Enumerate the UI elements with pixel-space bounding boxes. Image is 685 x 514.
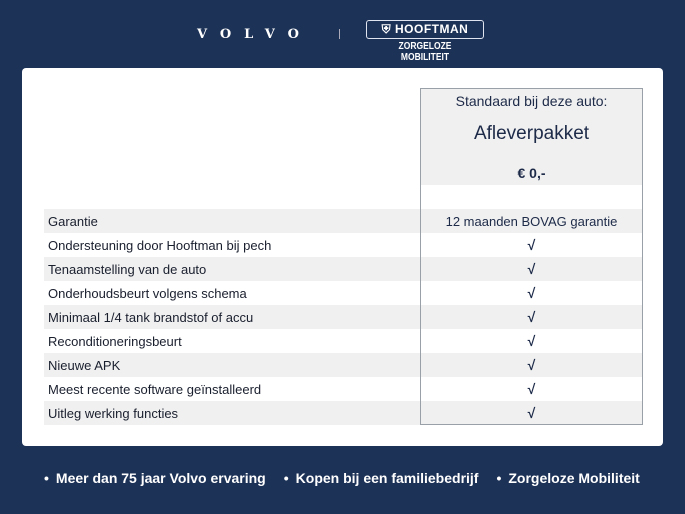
usp-item: • Kopen bij een familiebedrijf [284,470,479,486]
checkmark-icon: √ [527,357,536,373]
package-card: Standaard bij deze auto: Afleverpakket €… [22,68,663,446]
volvo-logo: VOLVO [197,27,312,42]
feature-label: Meest recente software geïnstalleerd [48,381,262,397]
column-header: Standaard bij deze auto: Afleverpakket €… [421,89,642,185]
usp-text: Kopen bij een familiebedrijf [295,470,479,486]
usp-item: • Zorgeloze Mobiliteit [496,470,639,486]
hooftman-logo: ⛨ HOOFTMAN ZORGELOZE MOBILITEIT [366,20,484,63]
table-row: Onderhoudsbeurt volgens schema √ [44,281,643,305]
table-row: Garantie 12 maanden BOVAG garantie [44,209,643,233]
column-border [420,88,643,425]
shield-icon: ⛨ [381,22,395,36]
usp-text: Meer dan 75 jaar Volvo ervaring [55,470,266,486]
feature-label: Uitleg werking functies [48,405,179,421]
feature-label: Tenaamstelling van de auto [48,261,207,277]
checkmark-icon: √ [527,285,536,301]
feature-label: Reconditioneringsbeurt [48,333,182,349]
feature-label: Garantie [48,213,98,229]
footer-usps: • Meer dan 75 jaar Volvo ervaring • Kopen b… [44,470,640,486]
table-row: Ondersteuning door Hooftman bij pech √ [44,233,643,257]
dealer-tagline: ZORGELOZE MOBILITEIT [398,41,452,63]
checkmark-icon: √ [527,261,536,277]
feature-label: Minimaal 1/4 tank brandstof of accu [48,309,254,325]
dealer-name: HOOFTMAN [395,22,469,36]
column-subtitle: Standaard bij deze auto: [455,93,608,109]
bullet-icon: • [44,470,49,486]
checkmark-icon: √ [527,381,536,397]
feature-table: Garantie 12 maanden BOVAG garantie Onderst… [44,209,643,425]
column-price: € 0,- [517,165,546,181]
feature-value: 12 maanden BOVAG garantie [445,213,618,229]
divider [339,29,340,39]
feature-label: Onderhoudsbeurt volgens schema [48,285,247,301]
bullet-icon: • [283,470,289,486]
feature-label: Ondersteuning door Hooftman bij pech [48,237,272,253]
table-row: Nieuwe APK √ [44,353,643,377]
table-row: Minimaal 1/4 tank brandstof of accu √ [44,305,643,329]
checkmark-icon: √ [527,309,536,325]
feature-label: Nieuwe APK [48,357,121,373]
checkmark-icon: √ [527,237,536,253]
bullet-icon: • [496,470,502,486]
usp-item: • Meer dan 75 jaar Volvo ervaring [44,470,266,486]
table-row: Reconditioneringsbeurt √ [44,329,643,353]
checkmark-icon: √ [527,405,536,421]
table-row: Tenaamstelling van de auto √ [44,257,643,281]
table-row: Uitleg werking functies √ [44,401,643,425]
table-row: Meest recente software geïnstalleerd √ [44,377,643,401]
usp-text: Zorgeloze Mobiliteit [508,470,640,486]
checkmark-icon: √ [527,333,536,349]
column-title: Afleverpakket [473,123,590,144]
